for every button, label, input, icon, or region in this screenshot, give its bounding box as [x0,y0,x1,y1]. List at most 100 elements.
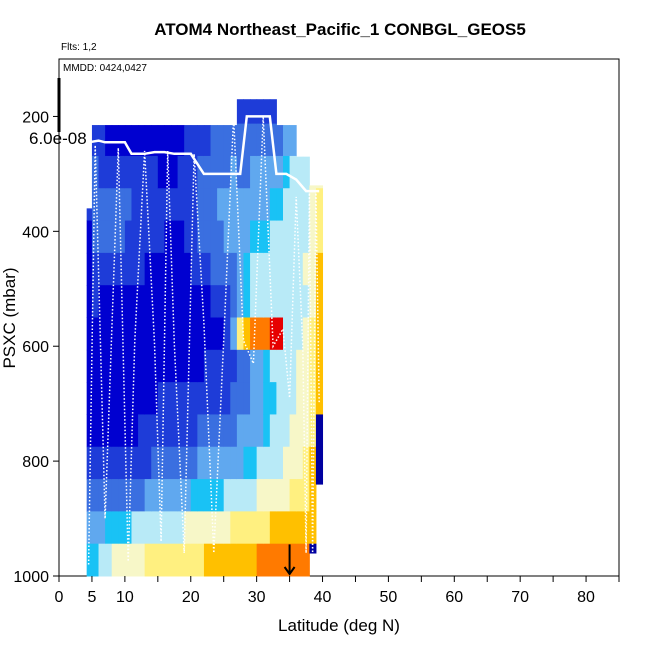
heatmap-cell [263,220,271,254]
heatmap-cell [223,188,231,222]
heatmap-cell [197,479,205,512]
heatmap-cell [256,285,264,318]
heatmap-cell [296,543,304,577]
heatmap-cell [124,317,132,351]
heatmap-cell [105,414,113,448]
heatmap-cell [250,511,258,545]
heatmap-cell [256,414,264,448]
heatmap-cell [138,349,146,383]
heatmap-cell [144,155,152,189]
heatmap-cell [151,317,159,351]
heatmap-cell [138,382,146,415]
heatmap-cell [230,543,238,577]
heatmap-cell [177,252,185,286]
heatmap-cell [197,446,205,480]
heatmap-cell [309,511,317,545]
heatmap-cell [171,543,179,577]
heatmap-cell [315,252,324,286]
heatmap-cell [105,543,113,577]
heatmap-cell [217,252,225,286]
heatmap-cell [223,220,231,254]
heatmap-cell [217,446,225,480]
x-tick-label: 50 [380,589,398,606]
heatmap-cell [217,414,225,448]
heatmap-cell [243,285,251,318]
heatmap-cell [157,188,165,222]
heatmap-cell [171,414,179,448]
heatmap-cell [263,349,271,383]
heatmap-cell [184,155,192,189]
heatmap-cell [276,125,284,157]
heatmap-cell [256,382,264,415]
heatmap-cell [243,349,251,383]
heatmap-cell [131,285,139,318]
heatmap-cell [250,155,258,189]
heatmap-cell [236,188,244,222]
heatmap-cell [118,349,126,383]
heatmap-cell [144,382,152,415]
heatmap-cell [230,285,238,318]
heatmap-cell [210,446,218,480]
heatmap-cell [289,252,297,286]
heatmap-cell [210,220,218,254]
heatmap-cell [98,188,106,222]
heatmap-cell [157,414,165,448]
heatmap-cell [164,543,172,577]
heatmap-cell [131,155,139,189]
heatmap-cell [263,188,271,222]
heatmap-cell [184,252,192,286]
heatmap-cell [276,252,284,286]
heatmap-cell [91,317,100,351]
heatmap-cell [289,414,297,448]
heatmap-cell [190,446,198,480]
heatmap-cell [105,285,113,318]
heatmap-cell [144,285,152,318]
heatmap-cell [236,285,244,318]
heatmap-cell [197,155,205,189]
heatmap-cell [263,252,271,286]
heatmap-cell [210,125,218,157]
heatmap-cell [98,511,106,545]
heatmap-cell [164,125,172,157]
heatmap-cell [131,511,139,545]
heatmap-cell [184,382,192,415]
heatmap-cell [164,285,172,318]
heatmap-cell [118,511,126,545]
heatmap-cell [124,349,132,383]
heatmap-cell [289,511,297,545]
heatmap-cell [157,125,165,157]
y-axis: 200 400 600 800 1000 [13,109,59,586]
heatmap-cell [138,125,146,157]
heatmap-cell [230,479,238,512]
x-tick-label: 10 [116,589,134,606]
heatmap-cell [151,125,159,157]
heatmap-cell [197,317,205,351]
heatmap-cell [283,511,291,545]
heatmap-cell [236,543,244,577]
heatmap-cell [144,125,152,157]
heatmap-cell [243,188,251,222]
heatmap-cell [177,188,185,222]
heatmap-cell [283,155,291,189]
heatmap-cell [157,155,165,189]
heatmap-cell [296,252,304,286]
heatmap-cell [111,285,119,318]
heatmap-cell [223,511,231,545]
heatmap-cell [138,220,146,254]
heatmap-cell [124,188,132,222]
heatmap-cell [138,414,146,448]
heatmap-cell [269,479,277,512]
heatmap-cell [269,188,277,222]
heatmap-cell [289,125,297,157]
heatmap-cell [309,414,317,448]
heatmap-cell [91,285,100,318]
heatmap-cell [151,543,159,577]
x-tick-label: 40 [314,589,332,606]
heatmap-cell [197,188,205,222]
heatmap-cell [91,382,100,415]
heatmap-cell [157,285,165,318]
heatmap-cell [210,317,218,351]
y-tick-label: 200 [22,109,49,126]
heatmap-cell [118,188,126,222]
heatmap-cell [309,220,317,254]
